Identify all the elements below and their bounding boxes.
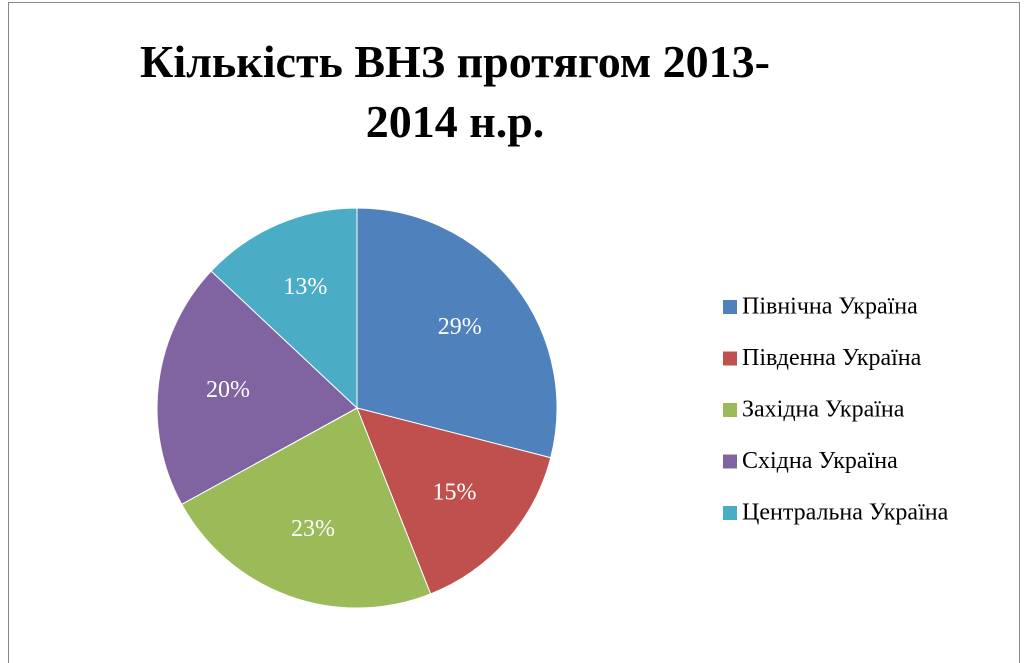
legend-swatch [723,506,737,520]
legend-swatch [723,300,737,314]
data-label: 15% [433,479,477,505]
legend-label: Західна Україна [742,397,905,423]
legend-swatch [723,403,737,417]
data-label: 23% [291,516,335,542]
pie-slice [210,207,358,410]
legend-label: Північна Україна [742,294,918,320]
data-label: 20% [206,377,250,403]
legend-swatch [723,454,737,469]
legend-swatch [723,351,737,366]
pie-slice [356,207,558,459]
chart-frame [8,2,1020,663]
legend-label: Східна Україна [742,448,898,474]
legend-label: Південна Україна [742,345,922,371]
pie-slice [156,270,358,506]
pie-slice [356,407,552,595]
chart-title: Кількість ВНЗ протягом 2013-2014 н.р. [139,36,770,147]
legend-label: Центральна Україна [742,500,949,526]
data-label: 13% [283,274,327,300]
data-label: 29% [438,314,482,340]
pie-slice [181,407,432,609]
